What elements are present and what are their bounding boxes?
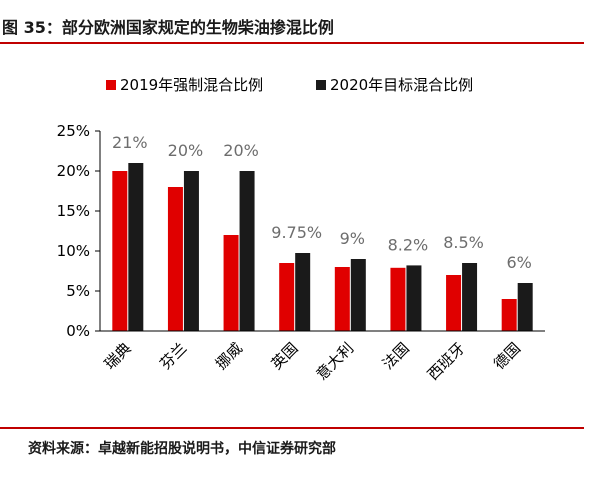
legend-label: 2019年强制混合比例 — [120, 76, 263, 94]
data-label: 6% — [506, 253, 531, 272]
x-tick-label: 挪威 — [212, 339, 246, 373]
x-axis: 瑞典 芬兰 挪威 英国 意大利 法国 西班牙 德国 — [100, 330, 545, 384]
bar — [128, 163, 144, 331]
legend-swatch — [316, 80, 326, 90]
x-tick-label: 德国 — [490, 339, 524, 373]
legend: 2019年强制混合比例 2020年目标混合比例 — [106, 76, 473, 94]
legend-label: 2020年目标混合比例 — [330, 76, 473, 94]
y-tick-label: 20% — [57, 162, 90, 180]
bar — [239, 171, 255, 331]
x-tick-label: 西班牙 — [424, 339, 469, 384]
data-label: 21% — [112, 133, 148, 152]
x-tick-label: 英国 — [268, 339, 302, 373]
y-tick-label: 5% — [66, 282, 90, 300]
data-label: 8.5% — [443, 233, 484, 252]
data-labels: 21% 20% 20% 9.75% 9% 8.2% 8.5% 6% — [112, 133, 532, 272]
bar — [517, 283, 533, 331]
bar — [223, 235, 239, 331]
source-note: 资料来源：卓越新能招股说明书，中信证券研究部 — [28, 441, 336, 457]
x-tick-label: 法国 — [379, 339, 413, 373]
bar — [501, 299, 517, 331]
chart-title: 图 35：部分欧洲国家规定的生物柴油掺混比例 — [2, 18, 334, 37]
bar — [167, 187, 183, 331]
bottom-divider — [0, 427, 584, 429]
top-divider — [0, 42, 584, 44]
bar — [406, 265, 422, 331]
bar — [334, 267, 350, 331]
x-tick-label: 瑞典 — [101, 339, 135, 373]
y-axis: 0% 5% 10% 15% 20% 25% — [57, 122, 101, 340]
bar — [446, 275, 462, 331]
bar — [350, 259, 366, 331]
bar — [183, 171, 199, 331]
x-tick-label: 芬兰 — [156, 339, 190, 373]
bars — [112, 163, 533, 331]
bar — [462, 263, 478, 331]
x-tick-label: 意大利 — [313, 339, 358, 384]
data-label: 8.2% — [388, 235, 429, 254]
bar — [390, 267, 406, 331]
legend-swatch — [106, 80, 116, 90]
data-label: 9.75% — [271, 223, 322, 242]
y-tick-label: 10% — [57, 242, 90, 260]
y-tick-label: 15% — [57, 202, 90, 220]
bar — [112, 171, 128, 331]
bar — [279, 263, 295, 331]
data-label: 20% — [168, 141, 204, 160]
bar — [295, 253, 311, 331]
data-label: 20% — [223, 141, 259, 160]
data-label: 9% — [340, 229, 365, 248]
y-tick-label: 0% — [66, 322, 90, 340]
y-tick-label: 25% — [57, 122, 90, 140]
